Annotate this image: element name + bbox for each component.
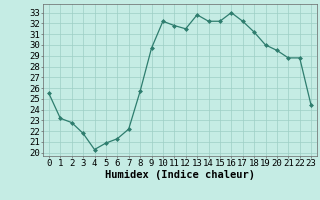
X-axis label: Humidex (Indice chaleur): Humidex (Indice chaleur) (105, 170, 255, 180)
